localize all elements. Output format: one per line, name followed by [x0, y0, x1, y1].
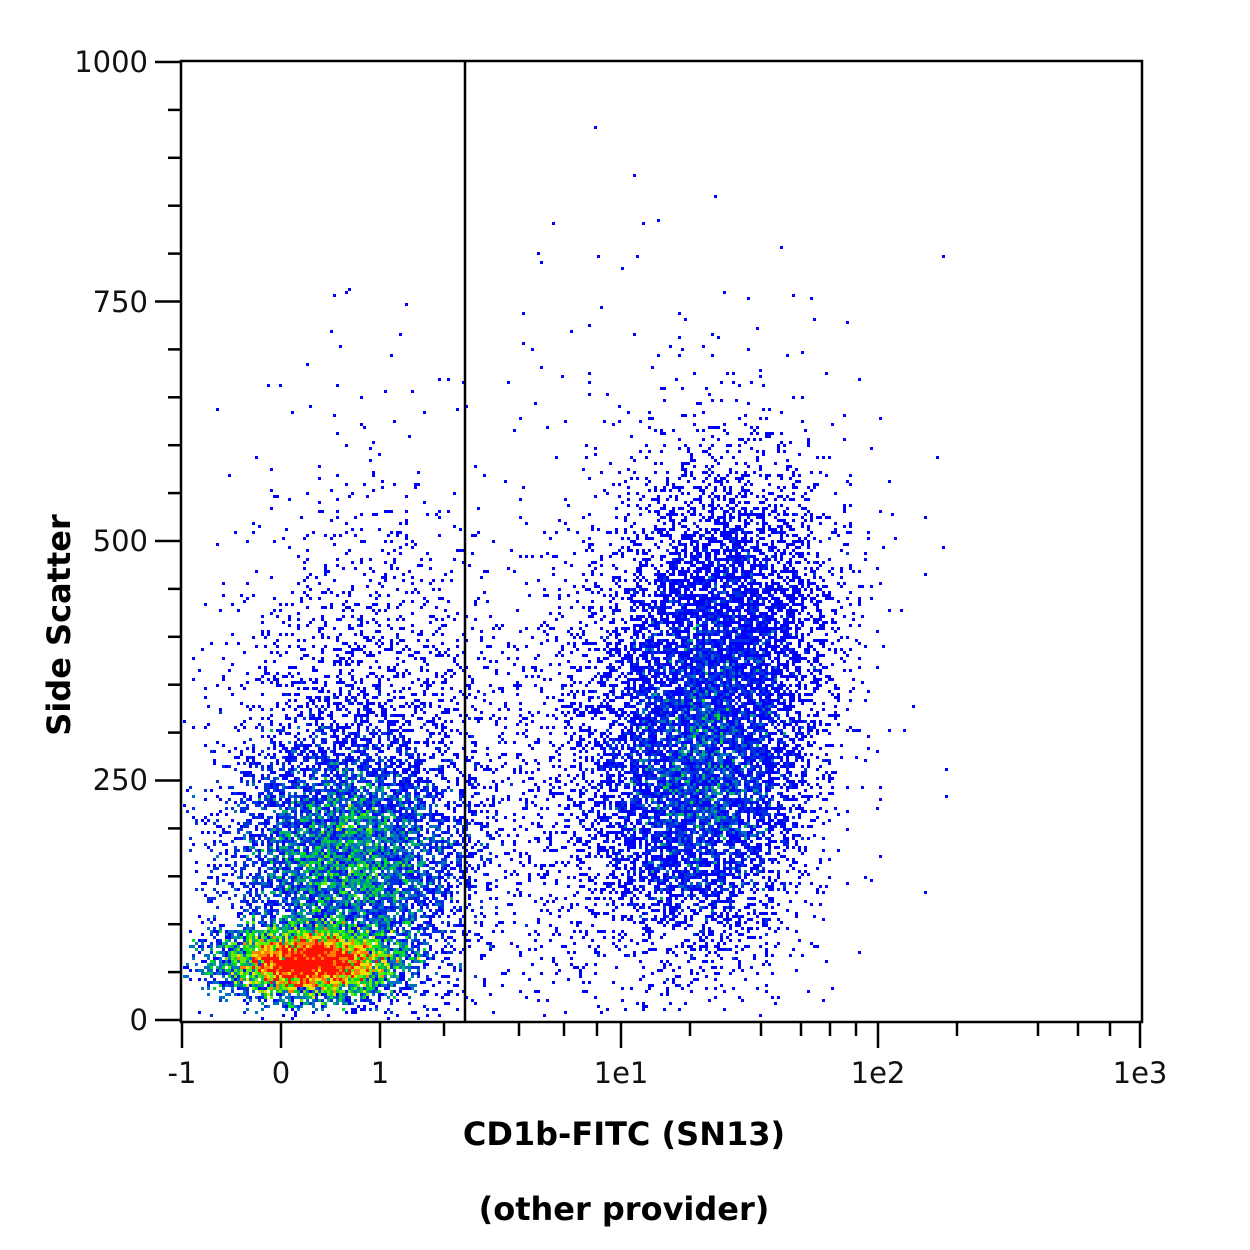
x-tick-label: 0: [272, 1056, 290, 1090]
y-tick-label: 0: [130, 1003, 148, 1037]
y-tick-label: 500: [93, 524, 148, 558]
x-tick-label: -1: [168, 1056, 197, 1090]
x-axis-title: CD1b-FITC (SN13): [463, 1115, 785, 1153]
x-tick-label: 1e1: [594, 1056, 649, 1090]
y-axis: 1000 750 500 250 0: [74, 45, 181, 1037]
x-tick-label: 1e2: [851, 1056, 906, 1090]
y-tick-label: 750: [93, 285, 148, 319]
x-tick-label: 1e3: [1113, 1056, 1168, 1090]
y-tick-label: 1000: [74, 45, 148, 79]
y-tick-label: 250: [93, 763, 148, 797]
x-tick-label: 1: [371, 1056, 389, 1090]
x-axis: -1 0 1 1e1 1e2 1e3: [168, 1022, 1168, 1090]
x-axis-subtitle: (other provider): [479, 1190, 770, 1228]
y-axis-title: Side Scatter: [40, 514, 78, 736]
data-points: [183, 126, 948, 1020]
